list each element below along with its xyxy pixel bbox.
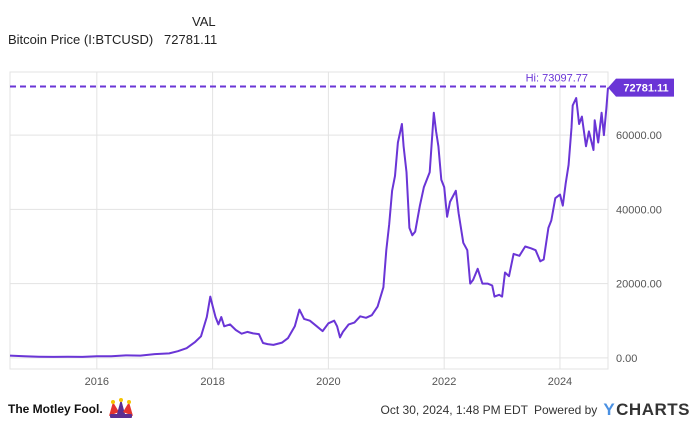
x-tick-label: 2024 xyxy=(548,376,572,388)
series-last-value: 72781.11 xyxy=(164,32,218,47)
ycharts-mark: Y xyxy=(603,400,616,419)
attribution: Oct 30, 2024, 1:48 PM EDT Powered by Y C… xyxy=(381,400,690,420)
y-tick-label: 0.00 xyxy=(616,353,637,365)
y-tick-label: 20000.00 xyxy=(616,279,662,291)
x-tick-label: 2020 xyxy=(316,376,340,388)
powered-by-label: Powered by xyxy=(533,403,598,417)
ycharts-wordmark: CHARTS xyxy=(616,400,690,419)
y-tick-label: 40000.00 xyxy=(616,204,662,216)
y-tick-label: 60000.00 xyxy=(616,130,662,142)
x-tick-label: 2016 xyxy=(85,376,109,388)
brand-name: The Motley Fool. xyxy=(8,402,103,416)
jester-hat-icon xyxy=(108,398,133,418)
value-column-header: VAL xyxy=(192,14,216,29)
x-tick-label: 2022 xyxy=(432,376,456,388)
last-value-badge xyxy=(608,78,674,97)
ycharts-logo: Y CHARTS xyxy=(603,400,690,420)
series-name: Bitcoin Price (I:BTCUSD) xyxy=(8,32,154,47)
plot-area xyxy=(9,71,609,370)
last-value-label: 72781.11 xyxy=(623,83,668,95)
timestamp: Oct 30, 2024, 1:48 PM EDT xyxy=(380,403,528,417)
motley-fool-logo: The Motley Fool. xyxy=(8,398,135,420)
high-label: Hi: 73097.77 xyxy=(526,72,588,84)
price-series-line xyxy=(9,87,609,358)
x-tick-label: 2018 xyxy=(200,376,224,388)
